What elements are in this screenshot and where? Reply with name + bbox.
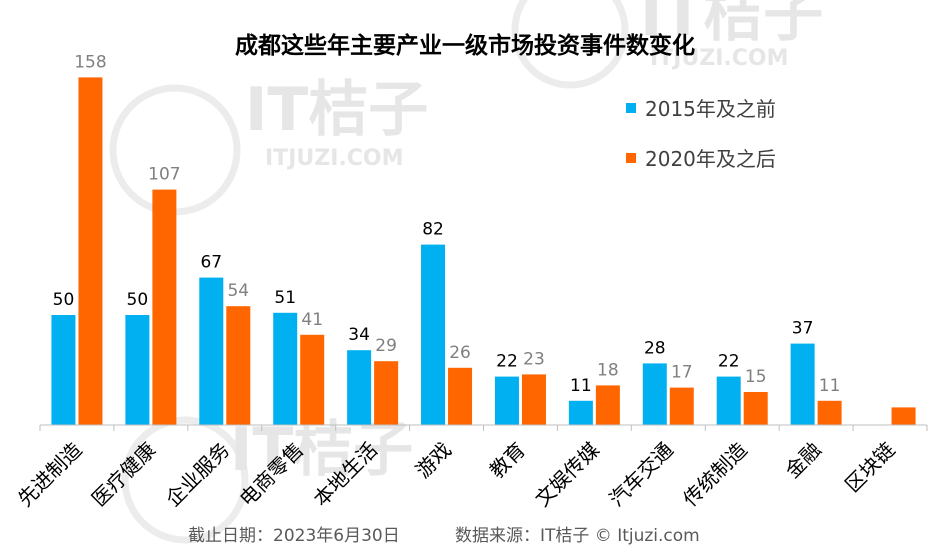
category-label: 传统制造 (678, 438, 752, 512)
value-label-series-1: 34 (348, 325, 370, 345)
legend-swatch-series-2 (626, 153, 636, 163)
chart-title: 成都这些年主要产业一级市场投资事件数变化 (235, 32, 695, 59)
bar-series-1 (51, 315, 76, 425)
bar-series-2 (743, 392, 768, 425)
bar-series-2 (374, 361, 399, 425)
watermark: IT桔子 ITJUZI.COM IT桔子 ITJUZI.COM IT桔子 (109, 0, 823, 544)
value-label-series-1: 22 (718, 352, 740, 372)
value-label-series-1: 37 (792, 319, 814, 339)
bar-series-2 (669, 387, 694, 425)
legend: 2015年及之前 2020年及之后 (626, 97, 776, 171)
value-label-series-1: 28 (644, 338, 666, 358)
x-axis-labels: 先进制造 医疗健康 企业服务 电商零售 本地生活 游戏 教育 文娱传媒 汽车交通 传统制造 金融 区块… (13, 438, 900, 512)
category-label: 游戏 (411, 438, 456, 483)
value-label-series-2: 23 (523, 349, 545, 369)
value-label-series-2: 54 (227, 281, 249, 301)
footer-date: 截止日期：2023年6月30日 (188, 526, 400, 546)
bar-series-2 (152, 189, 177, 425)
value-label-series-1: 22 (496, 352, 518, 372)
category-label: 文娱传媒 (530, 438, 604, 512)
footer: 截止日期：2023年6月30日 数据来源：IT桔子 © Itjuzi.com (188, 526, 700, 546)
bar-series-2 (817, 400, 842, 425)
bar-series-1 (790, 343, 815, 425)
value-label-series-2: 15 (745, 367, 767, 387)
value-label-series-2: 41 (301, 310, 323, 330)
bar-series-2 (226, 306, 251, 425)
value-label-series-2: 26 (449, 343, 471, 363)
watermark-domain-2: ITJUZI.COM (650, 46, 788, 71)
bar-series-2 (448, 367, 473, 425)
watermark-brand-3: IT桔子 (230, 415, 413, 485)
bar-series-1 (125, 315, 150, 425)
watermark-logo-icon-2 (511, 0, 629, 89)
bar-series-1 (568, 400, 593, 425)
category-label: 先进制造 (13, 438, 87, 512)
watermark-brand-2: IT桔子 (640, 0, 823, 50)
value-label-series-2: 158 (74, 52, 106, 72)
bar-series-2 (891, 407, 916, 425)
bar-series-1 (273, 312, 298, 425)
value-label-series-2: 18 (597, 360, 619, 380)
bar-series-1 (494, 376, 519, 425)
bars (51, 77, 916, 426)
value-label-series-2: 107 (148, 165, 180, 185)
watermark-logo-icon-3 (121, 416, 249, 544)
bar-series-1 (642, 363, 667, 425)
bar-series-1 (421, 244, 446, 425)
legend-swatch-series-1 (626, 103, 636, 113)
legend-label-series-2: 2020年及之后 (645, 147, 776, 171)
value-label-series-1: 67 (200, 253, 222, 273)
value-label-series-1: 50 (127, 290, 149, 310)
bar-series-2 (78, 77, 103, 426)
bar-series-2 (595, 385, 620, 425)
category-label: 企业服务 (161, 438, 235, 512)
value-label-series-2: 29 (375, 336, 397, 356)
footer-source: 数据来源：IT桔子 © Itjuzi.com (455, 526, 700, 546)
value-label-series-2: 11 (819, 376, 841, 396)
value-label-series-1: 11 (570, 376, 592, 396)
bar-series-2 (521, 374, 546, 425)
category-label: 区块链 (840, 438, 899, 497)
category-label: 教育 (485, 438, 530, 483)
value-label-series-2: 17 (671, 363, 693, 383)
value-label-series-1: 82 (422, 220, 444, 240)
category-label: 金融 (780, 438, 825, 483)
value-label-series-1: 51 (274, 288, 296, 308)
legend-label-series-1: 2015年及之前 (645, 97, 776, 121)
watermark-domain: ITJUZI.COM (265, 146, 403, 171)
bar-series-2 (300, 334, 325, 425)
watermark-brand: IT桔子 (245, 75, 428, 145)
value-label-series-1: 50 (53, 290, 75, 310)
category-label: 医疗健康 (87, 438, 161, 512)
category-label: 汽车交通 (604, 438, 678, 512)
bar-series-1 (716, 376, 741, 425)
bar-series-1 (347, 350, 372, 425)
bar-series-1 (199, 277, 224, 425)
x-axis-ticks (39, 425, 928, 431)
